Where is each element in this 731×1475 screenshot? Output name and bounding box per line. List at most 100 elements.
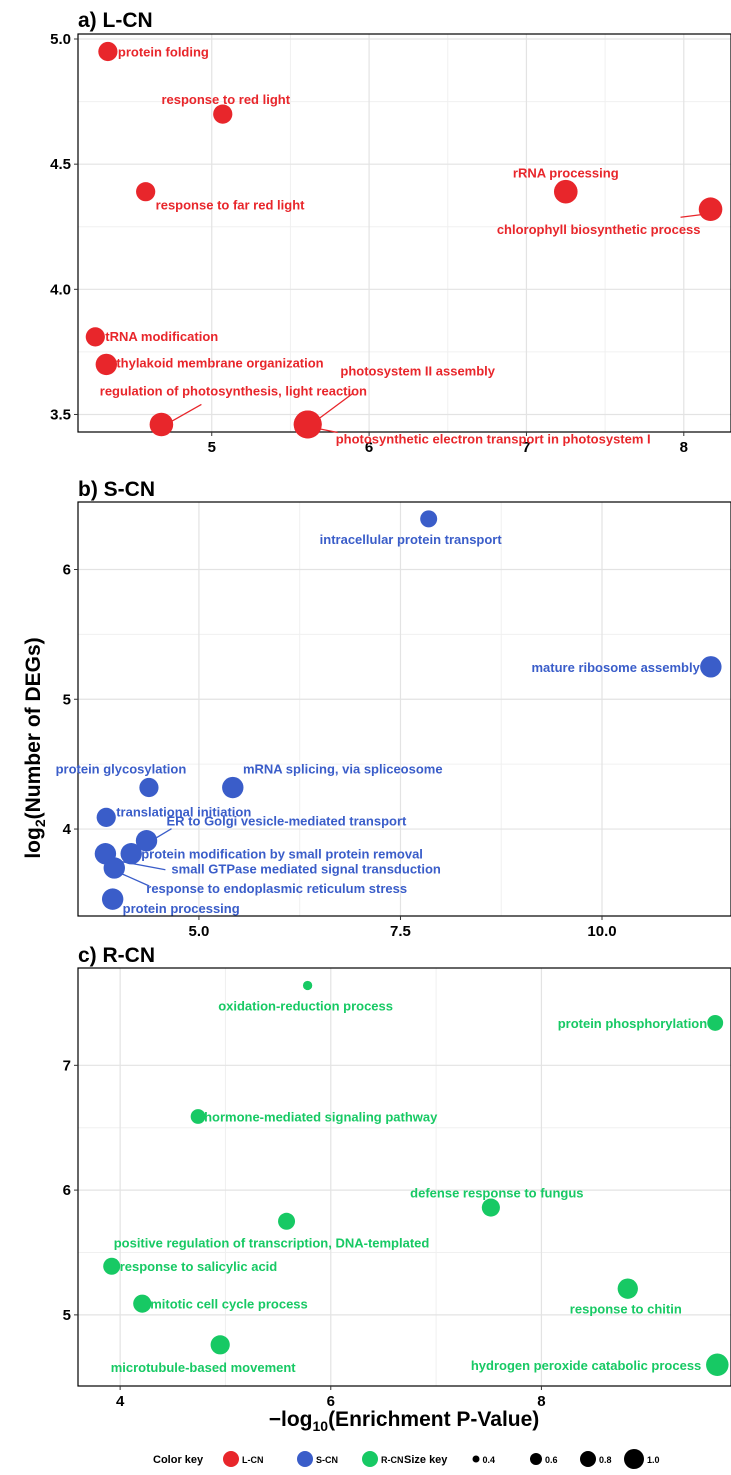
legend-size-swatch [580,1451,596,1467]
legend-color-label: L-CN [242,1455,264,1465]
y-tick-label: 4.0 [50,281,71,298]
data-point [98,41,118,62]
data-point [617,1278,638,1299]
panel-frame [77,501,731,917]
x-tick-label: 8 [680,439,688,456]
panel-title: c) R-CN [78,944,155,967]
point-label: protein modification by small protein re… [141,847,423,862]
point-label: photosynthetic electron transport in pho… [336,431,651,446]
data-point [420,510,438,528]
point-label: protein processing [123,901,240,916]
data-point [149,412,174,437]
panel-title: b) S-CN [78,478,155,501]
y-axis-label: log2(Number of DEGs) [22,637,48,858]
data-point [135,830,158,852]
legend-size-swatch [530,1453,542,1465]
point-label: response to chitin [570,1302,682,1317]
legend-size-label: 1.0 [647,1455,660,1465]
panel-2: 5.0 7.5 10.0 4 5 6 b) S-CN intracellular protei… [56,478,731,940]
data-point [103,1257,121,1275]
point-label: chlorophyll biosynthetic process [497,222,701,237]
point-label: positive regulation of transcription, DN… [114,1235,430,1250]
y-tick-label: 6 [63,1182,71,1199]
point-label: protein phosphorylation [558,1016,708,1031]
point-label: thylakoid membrane organization [116,355,323,370]
point-label: microtubule-based movement [111,1360,297,1375]
data-point [139,777,159,798]
legend-color-swatch [297,1451,313,1467]
label-leader-line [171,403,202,423]
point-label: ER to Golgi vesicle-mediated transport [167,814,407,829]
legend: Color key L-CN S-CN R-CN Size key 0.4 0.6 0.… [153,1449,660,1469]
data-point [706,1353,729,1377]
data-point [481,1198,500,1217]
data-point [698,197,723,222]
data-point [133,1294,152,1313]
legend-size-title: Size key [404,1454,448,1466]
legend-size-label: 0.8 [599,1455,612,1465]
data-point [96,807,116,827]
legend-color-label: S-CN [316,1455,338,1465]
point-label: hydrogen peroxide catabolic process [471,1358,701,1373]
point-label: mature ribosome assembly [531,660,700,675]
data-point [190,1109,206,1124]
data-point [293,410,322,439]
label-leader-line [317,392,354,421]
x-tick-label: 6 [365,439,373,456]
point-label: tRNA modification [105,329,218,344]
data-point [302,980,313,991]
data-point [101,888,124,910]
point-label: mitotic cell cycle process [150,1297,308,1312]
point-label: rRNA processing [513,166,619,181]
y-tick-label: 5 [63,691,71,708]
point-label: mRNA splicing, via spliceosome [243,762,443,777]
data-point [85,327,105,347]
y-tick-label: 3.5 [50,406,71,423]
x-tick-label: 5 [208,439,216,456]
data-point [707,1014,724,1031]
data-point [700,656,722,678]
y-tick-label: 5.0 [50,31,71,48]
legend-color-swatch [223,1451,239,1467]
data-point [213,104,233,124]
panel-1: 5 6 7 8 3.5 4.0 4.5 5.0 a) L-CN protein folding re… [50,9,731,456]
point-label: response to far red light [156,198,305,213]
legend-size-label: 0.6 [545,1455,558,1465]
legend-size-swatch [472,1455,480,1463]
x-tick-label: 8 [537,1393,545,1410]
point-label: protein folding [118,45,209,60]
point-label: regulation of photosynthesis, light reac… [100,383,367,398]
x-tick-label: 5.0 [188,923,209,940]
y-tick-label: 5 [63,1307,71,1324]
data-point [553,179,578,204]
label-leader-line [156,828,172,839]
point-label: protein glycosylation [56,762,187,777]
point-label: oxidation-reduction process [218,998,393,1013]
point-label: hormone-mediated signaling pathway [204,1109,438,1124]
point-label: small GTPase mediated signal transductio… [171,862,441,877]
panel-frame [77,967,731,1387]
point-label: defense response to fungus [410,1186,583,1201]
data-point [222,776,244,799]
x-tick-label: 6 [327,1393,335,1410]
label-leader-line [317,427,338,434]
data-point [210,1335,230,1355]
x-axis-label: −log10(Enrichment P-Value) [269,1408,540,1434]
legend-color-swatch [362,1451,378,1467]
panel-3: 4 6 8 5 6 7 c) R-CN oxidation-reduction process… [63,944,731,1410]
data-point [95,353,118,376]
y-tick-label: 4.5 [50,156,71,173]
point-label: translational initiation [116,804,251,819]
legend-size-swatch [624,1449,644,1469]
x-tick-label: 7.5 [390,923,411,940]
point-label: intracellular protein transport [320,532,503,547]
legend-color-entries: L-CN S-CN R-CN [223,1451,404,1467]
y-tick-label: 4 [63,821,72,838]
data-point [120,843,142,865]
y-tick-label: 7 [63,1057,71,1074]
x-tick-label: 4 [116,1393,125,1410]
data-point [278,1212,296,1230]
legend-color-label: R-CN [381,1455,404,1465]
legend-color-title: Color key [153,1454,204,1466]
